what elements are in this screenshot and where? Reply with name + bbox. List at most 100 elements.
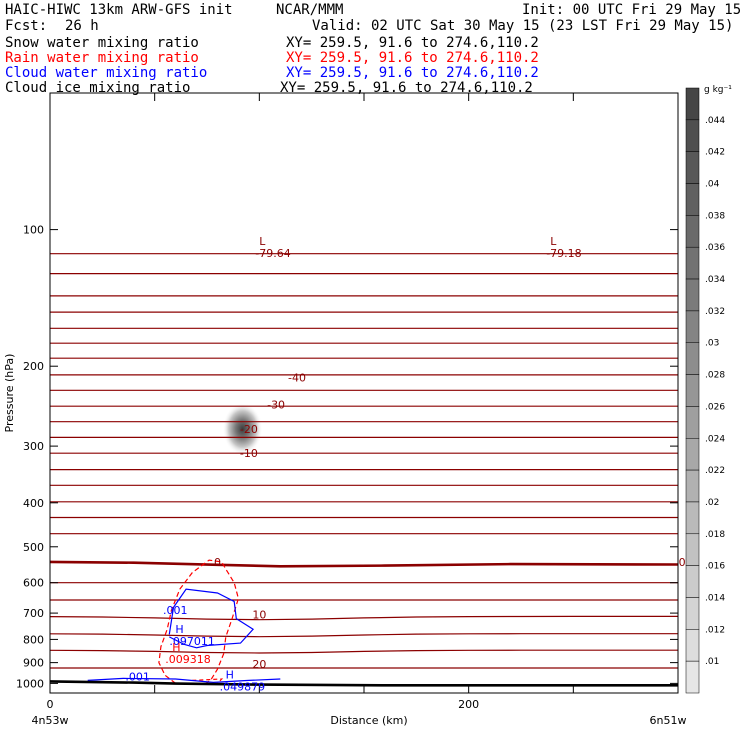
y-tick-label: 1000 <box>16 677 44 690</box>
x-tick-label: 200 <box>458 698 479 711</box>
legend-snow-xy: XY= 259.5, 91.6 to 274.6,110.2 <box>286 35 539 51</box>
y-tick-label: 700 <box>23 607 44 620</box>
extremum-value: .097011 <box>169 635 215 648</box>
extremum-letter: L <box>259 235 266 248</box>
legend-cloud-water-label: Cloud water mixing ratio <box>5 65 208 81</box>
colorbar-swatch <box>685 501 700 535</box>
y-tick-label: 500 <box>23 541 44 554</box>
colorbar-label: .04 <box>705 180 720 190</box>
colorbar-swatch <box>685 278 700 312</box>
cloud-contour-label: .001 <box>163 604 188 617</box>
terrain-surface-line <box>49 680 678 687</box>
colorbar-swatch <box>685 246 700 280</box>
isotherm-label: -10 <box>240 447 258 460</box>
colorbar-label: .028 <box>705 371 725 381</box>
chart-title: HAIC-HIWC 13km ARW-GFS init <box>5 2 233 18</box>
legend-cloud-water-xy: XY= 259.5, 91.6 to 274.6,110.2 <box>286 65 539 81</box>
y-tick-label: 300 <box>23 440 44 453</box>
org-label: NCAR/MMM <box>276 2 344 18</box>
extremum-value: -79.64 <box>255 247 290 260</box>
colorbar-label: .034 <box>705 275 725 285</box>
colorbar-swatch <box>685 565 700 598</box>
y-tick-label: 800 <box>23 633 44 646</box>
isotherm-label: -20 <box>240 423 258 436</box>
extremum-letter: H <box>175 623 183 636</box>
colorbar-swatch <box>685 183 700 216</box>
extremum-letter: H <box>172 641 180 654</box>
colorbar-swatch <box>685 438 700 471</box>
y-tick-label: 100 <box>23 224 44 237</box>
right-endpoint-label: 6n51w <box>650 714 687 727</box>
colorbar-swatch <box>685 215 700 248</box>
isotherm-label: 0 <box>679 556 686 569</box>
legend-cloud-ice-xy: XY= 259.5, 91.6 to 274.6,110.2 <box>280 80 533 96</box>
valid-time: Valid: 02 UTC Sat 30 May 15 (23 LST Fri … <box>312 18 734 34</box>
colorbar-label: .032 <box>705 307 725 317</box>
init-time: Init: 00 UTC Fri 29 May 15 <box>522 2 740 18</box>
colorbar-label: .03 <box>705 339 719 349</box>
plot-frame <box>49 92 679 694</box>
extremum-letter: H <box>226 668 234 681</box>
colorbar-unit: g kg⁻¹ <box>704 85 732 95</box>
colorbar-swatch <box>685 533 700 566</box>
isotherm-label: -30 <box>267 399 285 412</box>
zero-isotherm-line <box>49 560 679 568</box>
colorbar-label: .038 <box>705 211 725 221</box>
legend-cloud-ice-label: Cloud ice mixing ratio <box>5 80 191 96</box>
colorbar-label: .026 <box>705 402 725 412</box>
colorbar-swatch <box>685 629 700 662</box>
colorbar-swatch <box>685 597 700 630</box>
x-axis-label: Distance (km) <box>330 714 407 727</box>
colorbar-label: .018 <box>705 530 725 540</box>
isotherm-line <box>49 615 678 621</box>
x-tick-label: 0 <box>47 698 54 711</box>
y-tick-label: 200 <box>23 360 44 373</box>
colorbar-swatch <box>685 342 700 375</box>
colorbar-swatch <box>685 469 700 503</box>
legend-rain-xy: XY= 259.5, 91.6 to 274.6,110.2 <box>286 50 539 66</box>
colorbar-swatch <box>685 151 700 184</box>
cloud-water-contour <box>168 588 255 649</box>
rain-water-contour-small <box>192 678 224 684</box>
colorbar-swatch <box>685 87 700 121</box>
isotherm-label: 0 <box>214 556 221 569</box>
colorbar-label: .042 <box>705 148 725 158</box>
colorbar-label: .024 <box>705 434 725 444</box>
forecast-label: Fcst: <box>5 18 48 34</box>
colorbar-label: .01 <box>705 657 719 667</box>
isotherm-label: 10 <box>252 608 266 621</box>
left-endpoint-label: 4n53w <box>32 714 69 727</box>
colorbar-label: .014 <box>705 593 725 603</box>
colorbar-label: .036 <box>705 243 725 253</box>
y-tick-label: 900 <box>23 657 44 670</box>
colorbar-label: .012 <box>705 625 725 635</box>
colorbar-swatch <box>685 310 700 343</box>
extremum-value: .009318 <box>165 653 211 666</box>
colorbar-label: .02 <box>705 498 719 508</box>
forecast-hour: 26 h <box>65 18 99 34</box>
y-axis-label: Pressure (hPa) <box>3 354 16 433</box>
colorbar-swatch <box>685 406 700 439</box>
isotherm-line <box>49 649 678 654</box>
y-tick-label: 600 <box>23 577 44 590</box>
rain-water-contour <box>158 559 240 685</box>
cloud-water-contour-low <box>87 677 281 684</box>
isotherm-line <box>49 633 678 638</box>
colorbar-label: .016 <box>705 562 725 572</box>
isotherm-label: 20 <box>252 658 266 671</box>
extremum-value: -79.18 <box>546 247 581 260</box>
legend-snow-label: Snow water mixing ratio <box>5 35 199 51</box>
colorbar-label: .044 <box>705 116 725 126</box>
y-tick-label: 400 <box>23 497 44 510</box>
legend-rain-label: Rain water mixing ratio <box>5 50 199 66</box>
colorbar-label: .022 <box>705 466 725 476</box>
extremum-letter: L <box>550 235 557 248</box>
colorbar-swatch <box>685 119 700 152</box>
extremum-value: .049879 <box>220 680 265 693</box>
colorbar-swatch <box>685 374 700 407</box>
isotherm-label: -40 <box>288 372 306 385</box>
colorbar-swatch <box>685 660 700 694</box>
cloud-contour-label: .001 <box>125 670 150 683</box>
snow-shading-maximum <box>222 402 263 455</box>
